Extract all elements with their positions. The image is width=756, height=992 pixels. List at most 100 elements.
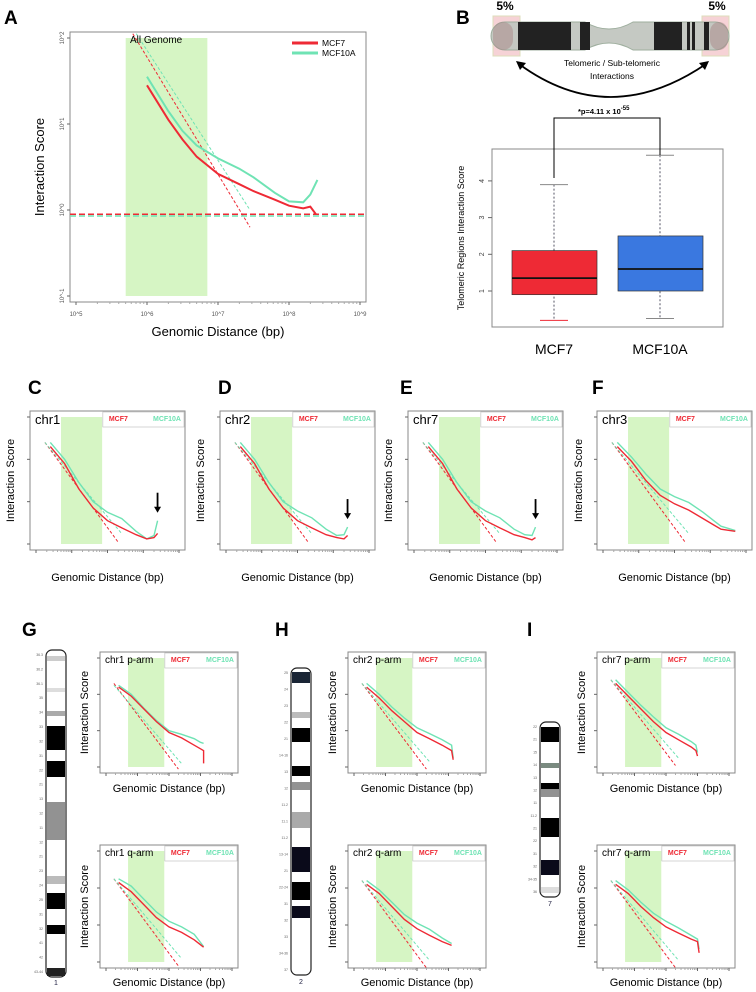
chromosome-band	[292, 906, 310, 918]
band-label: 14	[533, 763, 537, 767]
legend-box	[480, 411, 563, 428]
highlight-region	[628, 417, 670, 544]
plot-frame-H-q	[347, 844, 487, 969]
legend-label-mcf7: MCF7	[668, 657, 687, 664]
y-tick-label: 1	[479, 289, 486, 293]
chromosome-band	[47, 711, 65, 716]
band-label: 15	[533, 750, 537, 754]
panel-label-I: I	[527, 620, 532, 641]
chromosome-band	[47, 726, 65, 750]
fit-line-MCF10A	[610, 880, 679, 961]
plot-frame-G-p	[99, 651, 239, 774]
series-line-MCF10A	[118, 684, 204, 745]
arrow-head-icon	[154, 506, 162, 513]
band-label: 37	[284, 968, 288, 972]
chromosome-band	[704, 22, 709, 50]
chromosome-band	[292, 672, 310, 683]
legend-label-mcf10a: MCF10A	[153, 416, 181, 423]
schematic-caption: Telomeric / Sub-telomeric	[564, 58, 661, 68]
band-label: 35	[39, 696, 43, 700]
band-label: 36.2	[36, 667, 43, 671]
band-label: 41	[39, 941, 43, 945]
chromosome-band	[541, 783, 559, 789]
chromosome-band	[654, 22, 682, 50]
chromosome-number: 1	[54, 980, 58, 987]
band-label: 21	[284, 869, 288, 873]
panel-label-E: E	[400, 378, 413, 399]
chromosome-band	[518, 22, 525, 50]
legend-label-mcf7: MCF7	[109, 416, 128, 423]
chromosome-band	[292, 847, 310, 872]
series-line-MCF10A	[49, 441, 159, 540]
arrow-left-icon	[516, 61, 526, 70]
chromosome-band	[292, 728, 310, 742]
x-axis-label: Genomic Distance (bp)	[361, 977, 474, 989]
series-line-MCF7	[146, 84, 317, 215]
highlight-region	[625, 851, 662, 962]
y-tick-label: 10^1	[60, 117, 66, 130]
plot-title: chr2 q-arm	[353, 848, 401, 859]
y-axis-label: Interaction Score	[327, 671, 339, 754]
series-line-MCF7	[49, 446, 159, 540]
chromosome-ideogram-1: 36.3 36.2 36.1 35 34 33 32 31 22 21 13 12 11 12 21 23 24…	[34, 649, 67, 987]
plot-title: chr1 p-arm	[105, 655, 153, 666]
legend-label-mcf7: MCF7	[419, 850, 438, 857]
band-label: 32	[39, 927, 43, 931]
y-axis-label: Interaction Score	[576, 865, 588, 948]
y-axis-label: Interaction Score	[195, 439, 207, 522]
panel-label-A: A	[4, 8, 18, 29]
legend-label-mcf10a: MCF10A	[703, 657, 731, 664]
plot-frame-E	[407, 410, 564, 551]
chromosome-ideogram-2: 252423222114-16131211.211.111.213-142122…	[279, 667, 312, 986]
x-axis-label: Genomic Distance (bp)	[610, 783, 723, 795]
panel-label-G: G	[22, 620, 37, 641]
legend-box	[102, 411, 185, 428]
chromosome-band	[523, 22, 571, 50]
legend-label-mcf10a: MCF10A	[206, 850, 234, 857]
legend-label-mcf7: MCF7	[171, 850, 190, 857]
fit-line-MCF10A	[113, 684, 182, 764]
series-line-MCF10A	[366, 880, 452, 945]
band-label: 11	[533, 801, 537, 805]
highlight-region	[128, 658, 165, 767]
plot-title: chr7 q-arm	[602, 848, 650, 859]
band-label: 36.3	[36, 653, 43, 657]
band-label: 32	[533, 865, 537, 869]
series-line-MCF7	[615, 682, 699, 757]
chromosome-band	[47, 925, 65, 934]
chromosome-band	[292, 882, 310, 900]
legend-box	[412, 652, 486, 669]
band-label: 32	[284, 919, 288, 923]
y-axis-label: Interaction Score	[573, 439, 585, 522]
y-axis-label: Interaction Score	[327, 865, 339, 948]
chromosome-band	[292, 712, 310, 718]
fit-line-MCF10A	[113, 878, 182, 959]
legend-label-mcf10a: MCF10A	[343, 416, 371, 423]
band-label: 11.1	[281, 820, 288, 824]
plot-title: chr3	[602, 412, 627, 427]
chromosome-number: 2	[299, 979, 303, 986]
legend-label-mcf10a: MCF10A	[322, 48, 356, 58]
legend-label-mcf7: MCF7	[419, 657, 438, 664]
band-label: 24	[39, 884, 43, 888]
band-label: 31	[39, 912, 43, 916]
legend-box	[412, 845, 486, 862]
fit-line-MCF7	[610, 679, 676, 766]
y-tick-label: 3	[479, 216, 486, 220]
x-axis-label: Genomic Distance (bp)	[241, 572, 354, 584]
fit-line-MCF7	[361, 683, 427, 770]
legend-label-mcf10a: MCF10A	[531, 416, 559, 423]
band-label: 36	[533, 890, 537, 894]
box-MCF10A	[617, 235, 704, 292]
x-tick-label: 10^6	[141, 312, 154, 318]
chromosome-schematic	[490, 15, 730, 57]
legend-box	[669, 411, 752, 428]
panel-label-D: D	[218, 378, 232, 399]
band-label: 22	[533, 725, 537, 729]
band-label: 21	[39, 783, 43, 787]
centromere	[541, 789, 559, 797]
x-axis-label: Genomic Distance (bp)	[618, 572, 731, 584]
band-label: 32	[39, 739, 43, 743]
chromosome-band	[692, 22, 695, 50]
